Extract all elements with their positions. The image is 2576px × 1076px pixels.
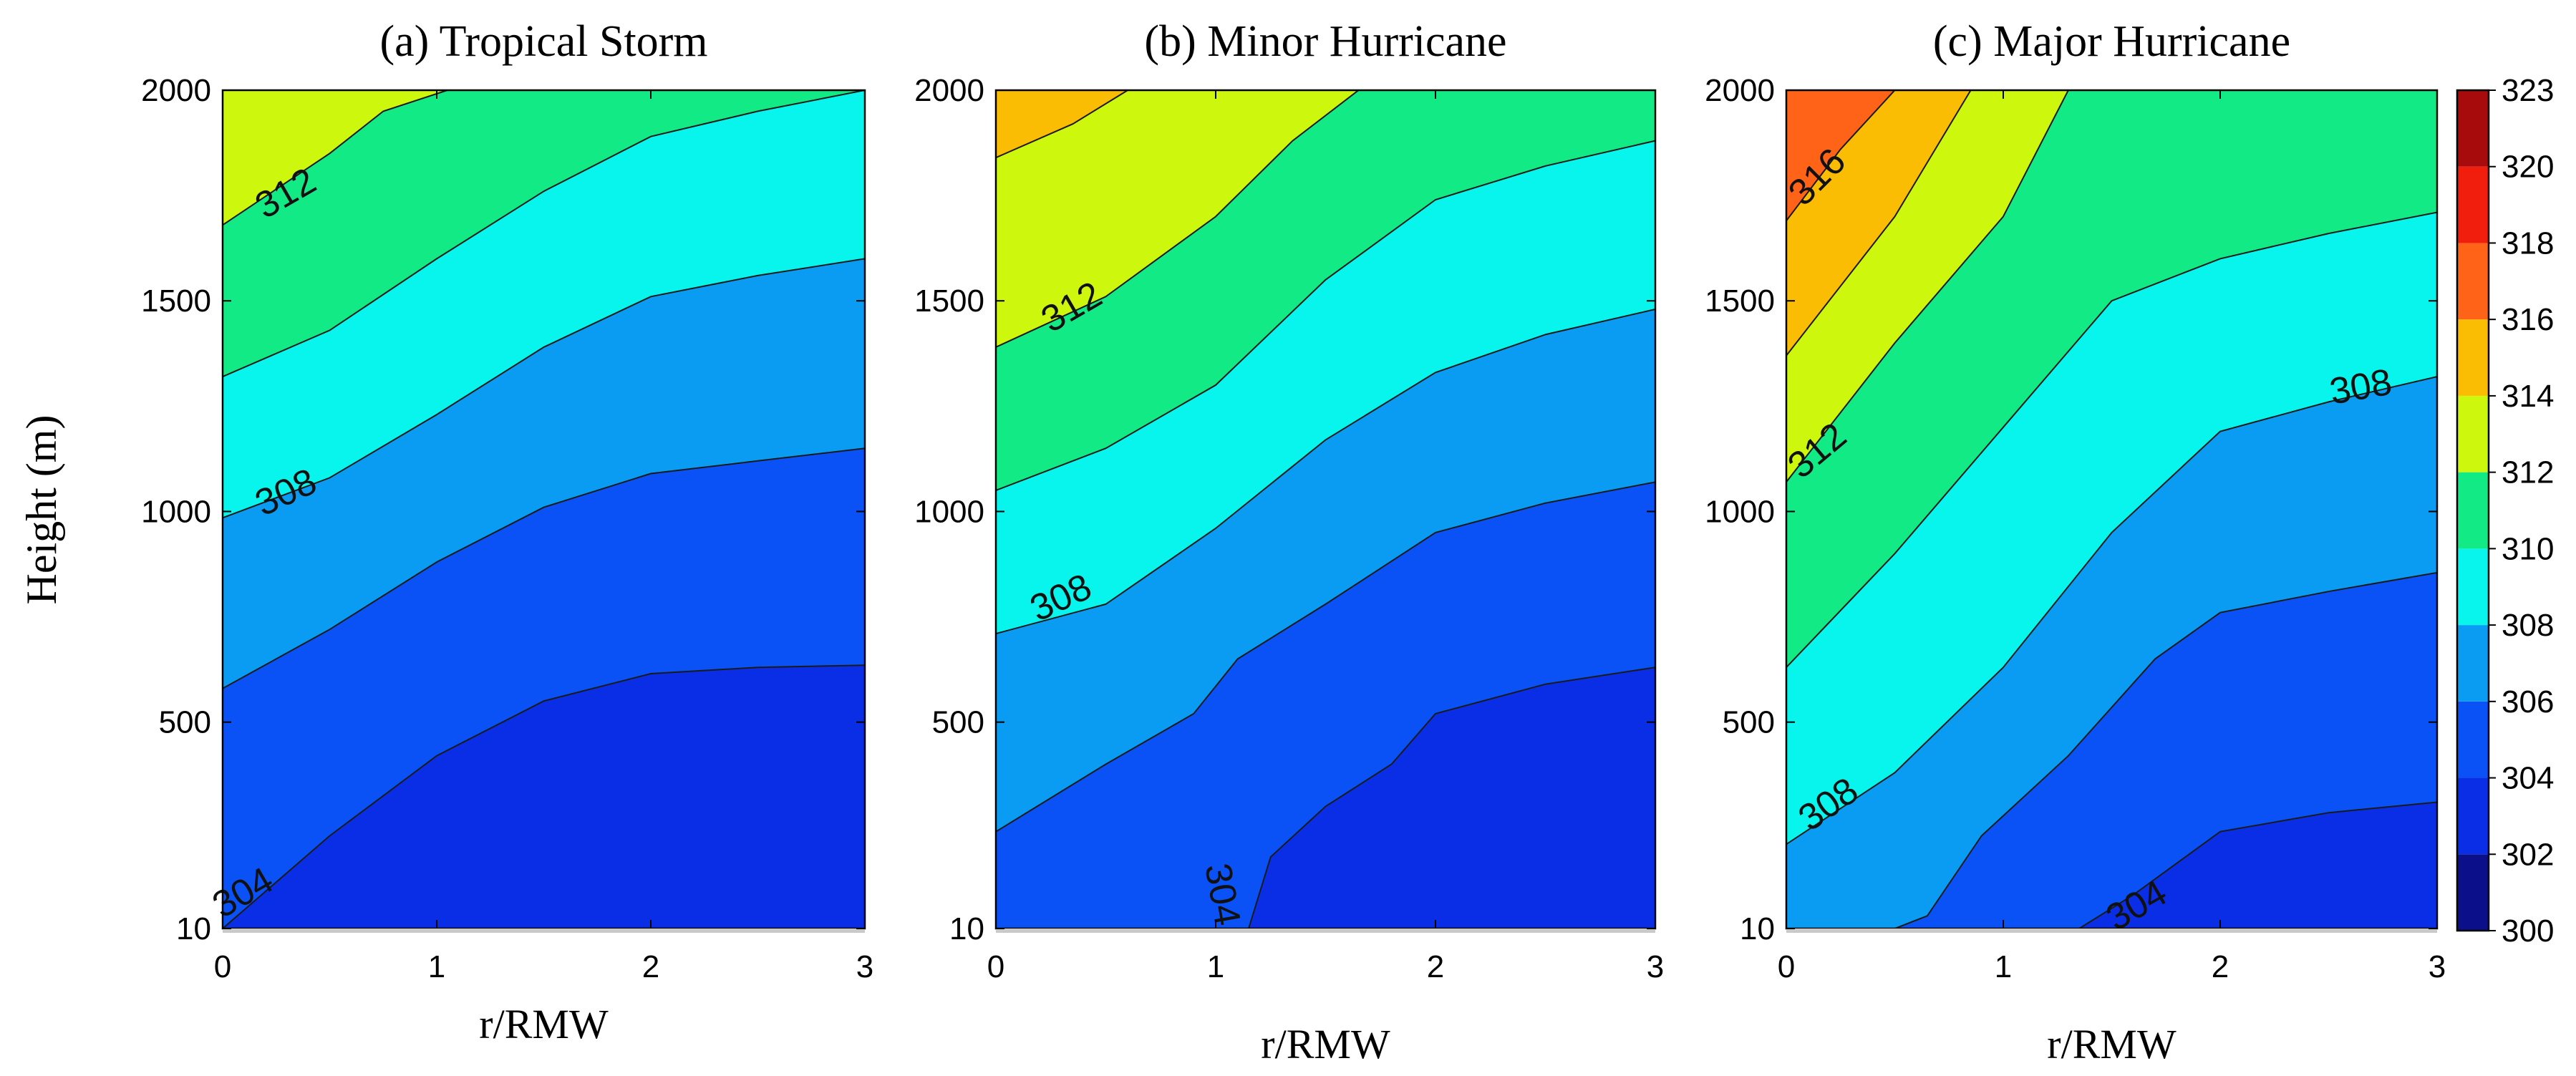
y-tick-label: 1000: [141, 494, 211, 529]
colorbar-bin-316: [2457, 243, 2489, 320]
colorbar-tick-label: 312: [2502, 455, 2554, 490]
colorbar-tick-label: 314: [2502, 379, 2554, 414]
contour-line-314: [996, 90, 1128, 159]
contour-line-308: [1786, 376, 2437, 845]
x-tick-label: 0: [214, 949, 231, 984]
contour-line-304: [223, 664, 865, 929]
y-tick-label: 1000: [1705, 494, 1775, 529]
colorbar-tick-label: 306: [2502, 684, 2554, 719]
panel-title: (b) Minor Hurricane: [1144, 17, 1506, 66]
colorbar-bin-320: [2457, 90, 2489, 167]
y-tick-label: 2000: [1705, 73, 1775, 108]
contour-line-312: [1786, 90, 2069, 483]
x-tick-label: 2: [1427, 949, 1444, 984]
colorbar-tick-label: 300: [2502, 913, 2554, 949]
colorbar-tick-label: 308: [2502, 608, 2554, 643]
colorbar-tick-label: 316: [2502, 302, 2554, 337]
contour-band-312: [223, 90, 447, 226]
contour-band-310: [223, 90, 865, 377]
y-tick-label: 2000: [141, 73, 211, 108]
colorbar-frame: [2456, 89, 2490, 932]
colorbar-tick-label: 302: [2502, 837, 2554, 872]
colorbar-bin-310: [2457, 472, 2489, 549]
x-tick-label: 3: [2429, 949, 2446, 984]
colorbar-bin-300: [2457, 854, 2489, 931]
colorbar-bin-306: [2457, 625, 2489, 702]
panel-title: (a) Tropical Storm: [379, 17, 707, 66]
colorbar-bin-314: [2457, 319, 2489, 396]
x-tick-label: 2: [2212, 949, 2229, 984]
contour-line-308: [996, 309, 1655, 635]
contour-line-316: [1786, 90, 1896, 222]
colorbar-bin-308: [2457, 548, 2489, 626]
x-axis-label: r/RMW: [479, 1001, 609, 1047]
colorbar-tick-label: 304: [2502, 761, 2554, 796]
colorbar-bin-318: [2457, 166, 2489, 243]
contour-line-304: [1248, 667, 1655, 929]
contour-line-312: [223, 90, 448, 226]
contour-line-306: [996, 481, 1655, 833]
contour-line-308: [223, 258, 865, 519]
colorbar-tick-label: 320: [2502, 150, 2554, 185]
y-tick-label: 500: [1723, 705, 1775, 740]
x-tick-label: 1: [1995, 949, 2012, 984]
colorbar-tick-label: 323: [2502, 73, 2554, 108]
y-tick-label: 10: [949, 911, 984, 946]
colorbar-bin-302: [2457, 777, 2489, 855]
x-tick-label: 1: [428, 949, 445, 984]
colorbar-bin-304: [2457, 701, 2489, 778]
y-tick-label: 10: [176, 911, 211, 946]
x-tick-label: 3: [856, 949, 873, 984]
contour-band-312: [996, 90, 1359, 347]
y-tick-label: 1500: [141, 283, 211, 319]
contour-line-310: [996, 140, 1655, 491]
y-tick-label: 1500: [1705, 283, 1775, 319]
contour-line-314: [1786, 90, 1972, 357]
y-tick-label: 1000: [914, 494, 984, 529]
colorbar-tick-label: 318: [2502, 226, 2554, 261]
y-axis-label: Height (m): [18, 415, 65, 605]
y-tick-label: 10: [1740, 911, 1775, 946]
y-tick-label: 1500: [914, 283, 984, 319]
contour-line-306: [223, 447, 865, 689]
contour-line-312: [996, 90, 1360, 348]
panel-title: (c) Major Hurricane: [1933, 17, 2290, 66]
contour-band-314: [996, 90, 1128, 158]
contour-line-310: [223, 90, 865, 378]
colorbar-tick-label: 310: [2502, 531, 2554, 566]
contour-line-304: [2078, 801, 2437, 929]
colorbar: 300 302 304 306 308 310 312 314 316 318 320 323: [2456, 73, 2554, 949]
y-tick-label: 500: [159, 705, 211, 740]
x-tick-label: 2: [642, 949, 659, 984]
contour-line-310: [1786, 211, 2437, 668]
contour-band-316: [1786, 90, 1895, 221]
contour-line-306: [1894, 571, 2437, 929]
x-tick-label: 0: [1778, 949, 1795, 984]
colorbar-bin-312: [2457, 395, 2489, 472]
x-tick-label: 1: [1207, 949, 1224, 984]
x-axis-label: r/RMW: [2047, 1021, 2176, 1067]
y-tick-label: 500: [932, 705, 984, 740]
x-axis-label: r/RMW: [1261, 1021, 1390, 1067]
y-tick-label: 2000: [914, 73, 984, 108]
x-tick-label: 0: [987, 949, 1004, 984]
x-tick-label: 3: [1647, 949, 1664, 984]
